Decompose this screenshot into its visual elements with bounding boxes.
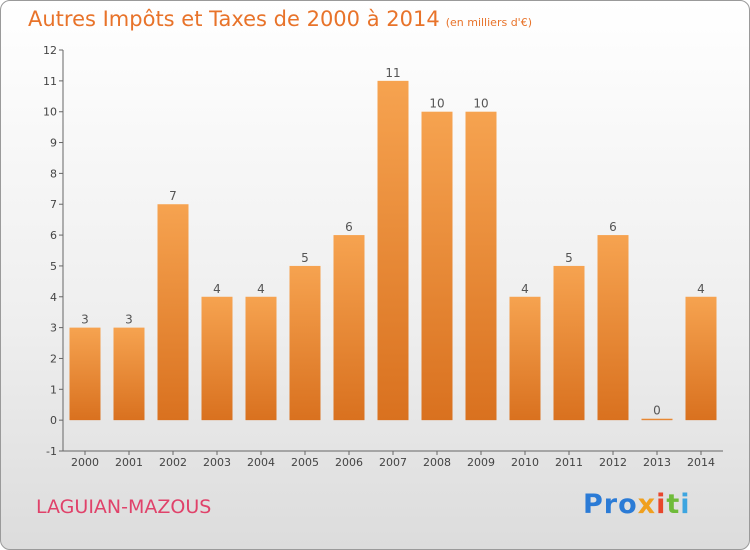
x-tick-label: 2006 — [335, 456, 363, 469]
x-tick-label: 2005 — [291, 456, 319, 469]
bar-2003 — [201, 296, 233, 421]
data-label-2003: 4 — [213, 282, 221, 296]
x-tick-label: 2003 — [203, 456, 231, 469]
x-tick-label: 2008 — [423, 456, 451, 469]
bars — [69, 80, 717, 421]
bar-2006 — [333, 235, 365, 421]
y-tick-label: 0 — [50, 414, 57, 427]
logo-part: t — [666, 489, 681, 520]
bar-2014 — [685, 296, 717, 421]
bar-2012 — [597, 235, 629, 421]
bar-2011 — [553, 265, 585, 421]
bar-2008 — [421, 111, 453, 421]
logo-part: i — [680, 489, 691, 520]
logo-part: i — [656, 489, 667, 520]
x-tick-label: 2002 — [159, 456, 187, 469]
y-tick-label: 5 — [50, 260, 57, 273]
bar-2009 — [465, 111, 497, 421]
data-label-2002: 7 — [169, 189, 177, 203]
chart-title: Autres Impôts et Taxes de 2000 à 2014 (en… — [28, 7, 532, 31]
y-tick-label: 8 — [50, 167, 57, 180]
title-text: Autres Impôts et Taxes de 2000 à 2014 — [28, 7, 440, 31]
y-tick-label: 9 — [50, 137, 57, 150]
bar-2004 — [245, 296, 277, 421]
y-tick-label: 1 — [50, 383, 57, 396]
bar-2005 — [289, 265, 321, 421]
data-label-2006: 6 — [345, 220, 353, 234]
bar-2013 — [641, 418, 673, 421]
bar-2010 — [509, 296, 541, 421]
data-label-2009: 10 — [473, 97, 488, 111]
x-tick-label: 2007 — [379, 456, 407, 469]
proxiti-logo: Proxiti — [583, 489, 691, 520]
unit-label: (en milliers d'€) — [445, 16, 532, 29]
y-tick-label: 6 — [50, 229, 57, 242]
y-tick-label: 7 — [50, 198, 57, 211]
data-label-2011: 5 — [565, 251, 573, 265]
data-label-2001: 3 — [125, 313, 133, 327]
bar-2002 — [157, 204, 189, 421]
y-tick-label: 3 — [50, 322, 57, 335]
bar-2001 — [113, 327, 145, 421]
y-tick-label: 11 — [43, 75, 57, 88]
data-label-2013: 0 — [653, 404, 661, 418]
town-name: LAGUIAN-MAZOUS — [36, 496, 212, 518]
y-tick-label: 4 — [50, 291, 57, 304]
y-tick-label: -1 — [46, 445, 57, 458]
data-label-2005: 5 — [301, 251, 309, 265]
x-tick-label: 2004 — [247, 456, 275, 469]
y-tick-label: 12 — [43, 44, 57, 57]
x-tick-label: 2011 — [555, 456, 583, 469]
data-label-2008: 10 — [429, 97, 444, 111]
y-tick-label: 2 — [50, 352, 57, 365]
x-tick-label: 2000 — [71, 456, 99, 469]
data-labels: 3 3 7 4 4 5 6 11 10 10 4 5 6 0 4 — [81, 66, 705, 418]
y-tick-label: 10 — [43, 106, 57, 119]
bar-2007 — [377, 80, 409, 421]
x-tick-label: 2013 — [643, 456, 671, 469]
logo-part: Pro — [583, 489, 638, 520]
x-tick-label: 2012 — [599, 456, 627, 469]
logo-part: x — [637, 489, 657, 520]
data-label-2000: 3 — [81, 313, 89, 327]
x-tick-label: 2010 — [511, 456, 539, 469]
data-label-2004: 4 — [257, 282, 265, 296]
data-label-2007: 11 — [385, 66, 400, 80]
x-tick-label: 2001 — [115, 456, 143, 469]
data-label-2010: 4 — [521, 282, 529, 296]
bar-2000 — [69, 327, 101, 421]
data-label-2012: 6 — [609, 220, 617, 234]
data-label-2014: 4 — [697, 282, 705, 296]
x-tick-label: 2014 — [687, 456, 715, 469]
x-tick-label: 2009 — [467, 456, 495, 469]
